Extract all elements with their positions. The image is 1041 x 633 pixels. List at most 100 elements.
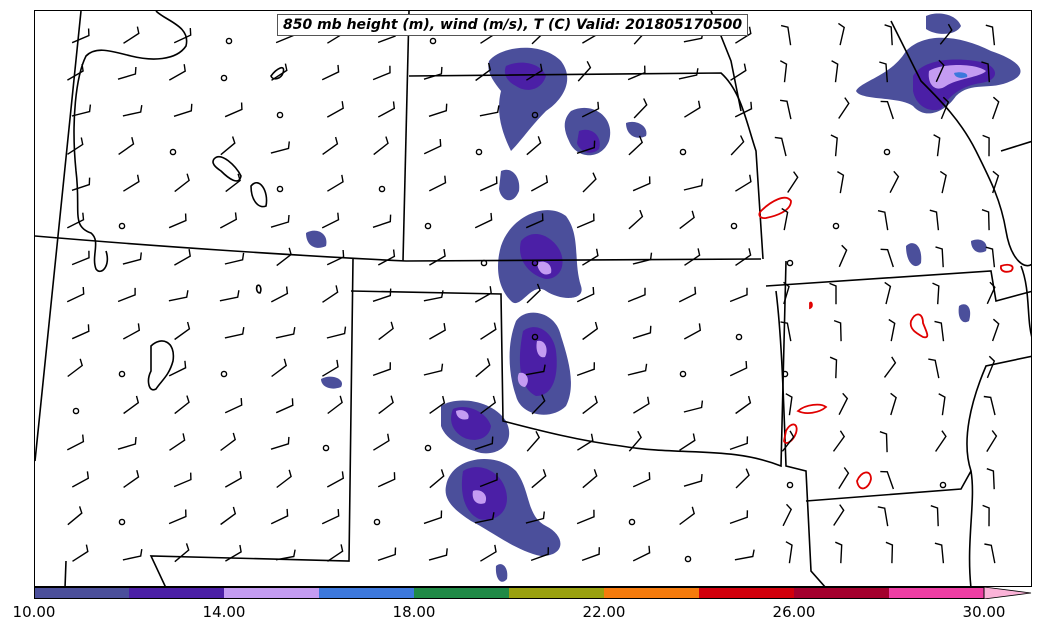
colorbar-segment	[794, 587, 890, 599]
wind-barb	[270, 508, 289, 525]
shade-small-7	[958, 304, 971, 323]
wind-barb	[627, 363, 648, 376]
wind-barb	[735, 468, 750, 489]
wind-barb	[577, 433, 594, 451]
wind-barb	[581, 547, 600, 562]
wind-barb	[991, 96, 1000, 120]
red-contour	[796, 403, 828, 414]
wind-barb	[934, 320, 945, 342]
shade-small-2	[626, 121, 647, 138]
contour-line	[255, 284, 262, 294]
wind-barb	[781, 430, 795, 452]
wind-barb	[372, 288, 392, 302]
wind-barb	[628, 135, 644, 156]
calm-wind-circle	[786, 259, 794, 267]
boundary-line	[64, 560, 67, 586]
wind-barb	[935, 430, 947, 452]
wind-barb	[831, 60, 839, 83]
wind-barb	[928, 358, 940, 379]
wind-barb	[423, 363, 444, 376]
wind-barb	[327, 395, 343, 415]
wind-barb	[122, 252, 142, 265]
shade-small-1	[499, 169, 520, 201]
wind-barb	[938, 393, 946, 416]
wind-barb	[632, 545, 651, 562]
wind-barb	[632, 176, 651, 192]
wind-barb	[67, 358, 84, 378]
wind-barb	[880, 100, 894, 120]
colorbar-extend-arrow	[983, 587, 1032, 599]
wind-barb	[576, 286, 595, 303]
wind-barb	[986, 355, 996, 379]
wind-barb	[576, 509, 595, 525]
wind-barb	[117, 66, 137, 80]
wind-barb	[678, 286, 697, 303]
wind-barb	[838, 22, 845, 46]
wind-barb	[526, 283, 541, 304]
wind-barbs	[66, 22, 1000, 564]
wind-barb	[632, 252, 653, 265]
wind-barb	[837, 170, 845, 194]
wind-barb	[785, 541, 793, 564]
boundary-line	[775, 290, 826, 586]
wind-barb	[168, 360, 187, 377]
wind-barb	[168, 213, 187, 229]
wind-barb	[935, 59, 945, 83]
wind-barb	[683, 474, 703, 487]
calm-wind-circle	[679, 148, 687, 156]
wind-barb	[275, 326, 296, 339]
wind-barb	[984, 543, 996, 564]
wind-barb	[423, 66, 443, 80]
wind-barb	[582, 321, 599, 341]
wind-barb	[321, 212, 340, 229]
wind-barb	[981, 61, 990, 83]
wind-barb	[526, 136, 542, 156]
wind-barb	[838, 244, 848, 268]
wind-barb	[934, 542, 945, 564]
wind-barb	[628, 209, 644, 230]
wind-barb	[582, 395, 598, 415]
calm-wind-circle	[169, 148, 177, 156]
boundary-line	[890, 20, 1031, 267]
calm-wind-circle	[786, 481, 794, 489]
shade-northeast-top	[926, 13, 961, 34]
wind-barb	[576, 213, 595, 229]
wind-barb	[985, 246, 996, 268]
wind-barb	[327, 544, 344, 562]
wind-barb	[525, 364, 546, 376]
wind-barb	[474, 286, 492, 303]
wind-barb	[67, 506, 83, 526]
shade-small-3	[306, 230, 327, 248]
wind-barb	[838, 467, 850, 489]
wind-barb	[322, 136, 339, 155]
wind-barb	[683, 323, 702, 340]
wind-barb	[830, 134, 838, 157]
red-contour	[758, 196, 792, 220]
wind-barb	[939, 170, 947, 194]
calm-wind-circle	[424, 444, 432, 452]
calm-wind-circle	[531, 111, 539, 119]
wind-barb	[429, 322, 446, 340]
wind-barb	[474, 512, 495, 524]
wind-barb	[71, 28, 90, 44]
wind-barb	[890, 392, 897, 416]
wind-barb	[479, 472, 498, 488]
shade-small-4	[321, 376, 342, 389]
wind-barb	[270, 141, 290, 154]
wind-barb	[729, 436, 749, 451]
wind-barb	[71, 104, 92, 117]
wind-barb	[933, 134, 941, 157]
boundary-line	[805, 470, 972, 502]
shade-oklahoma-light	[536, 340, 547, 358]
shade-band-mid-light	[537, 261, 552, 275]
wind-barb	[991, 318, 1000, 342]
calm-wind-circle	[883, 148, 891, 156]
wind-barb	[276, 247, 292, 267]
red-contour	[856, 471, 872, 490]
wind-barb	[372, 214, 392, 228]
calm-wind-circle	[322, 444, 330, 452]
wind-barb	[787, 171, 799, 193]
wind-barb	[838, 97, 850, 119]
wind-barb	[174, 543, 190, 563]
wind-barb	[169, 433, 186, 451]
